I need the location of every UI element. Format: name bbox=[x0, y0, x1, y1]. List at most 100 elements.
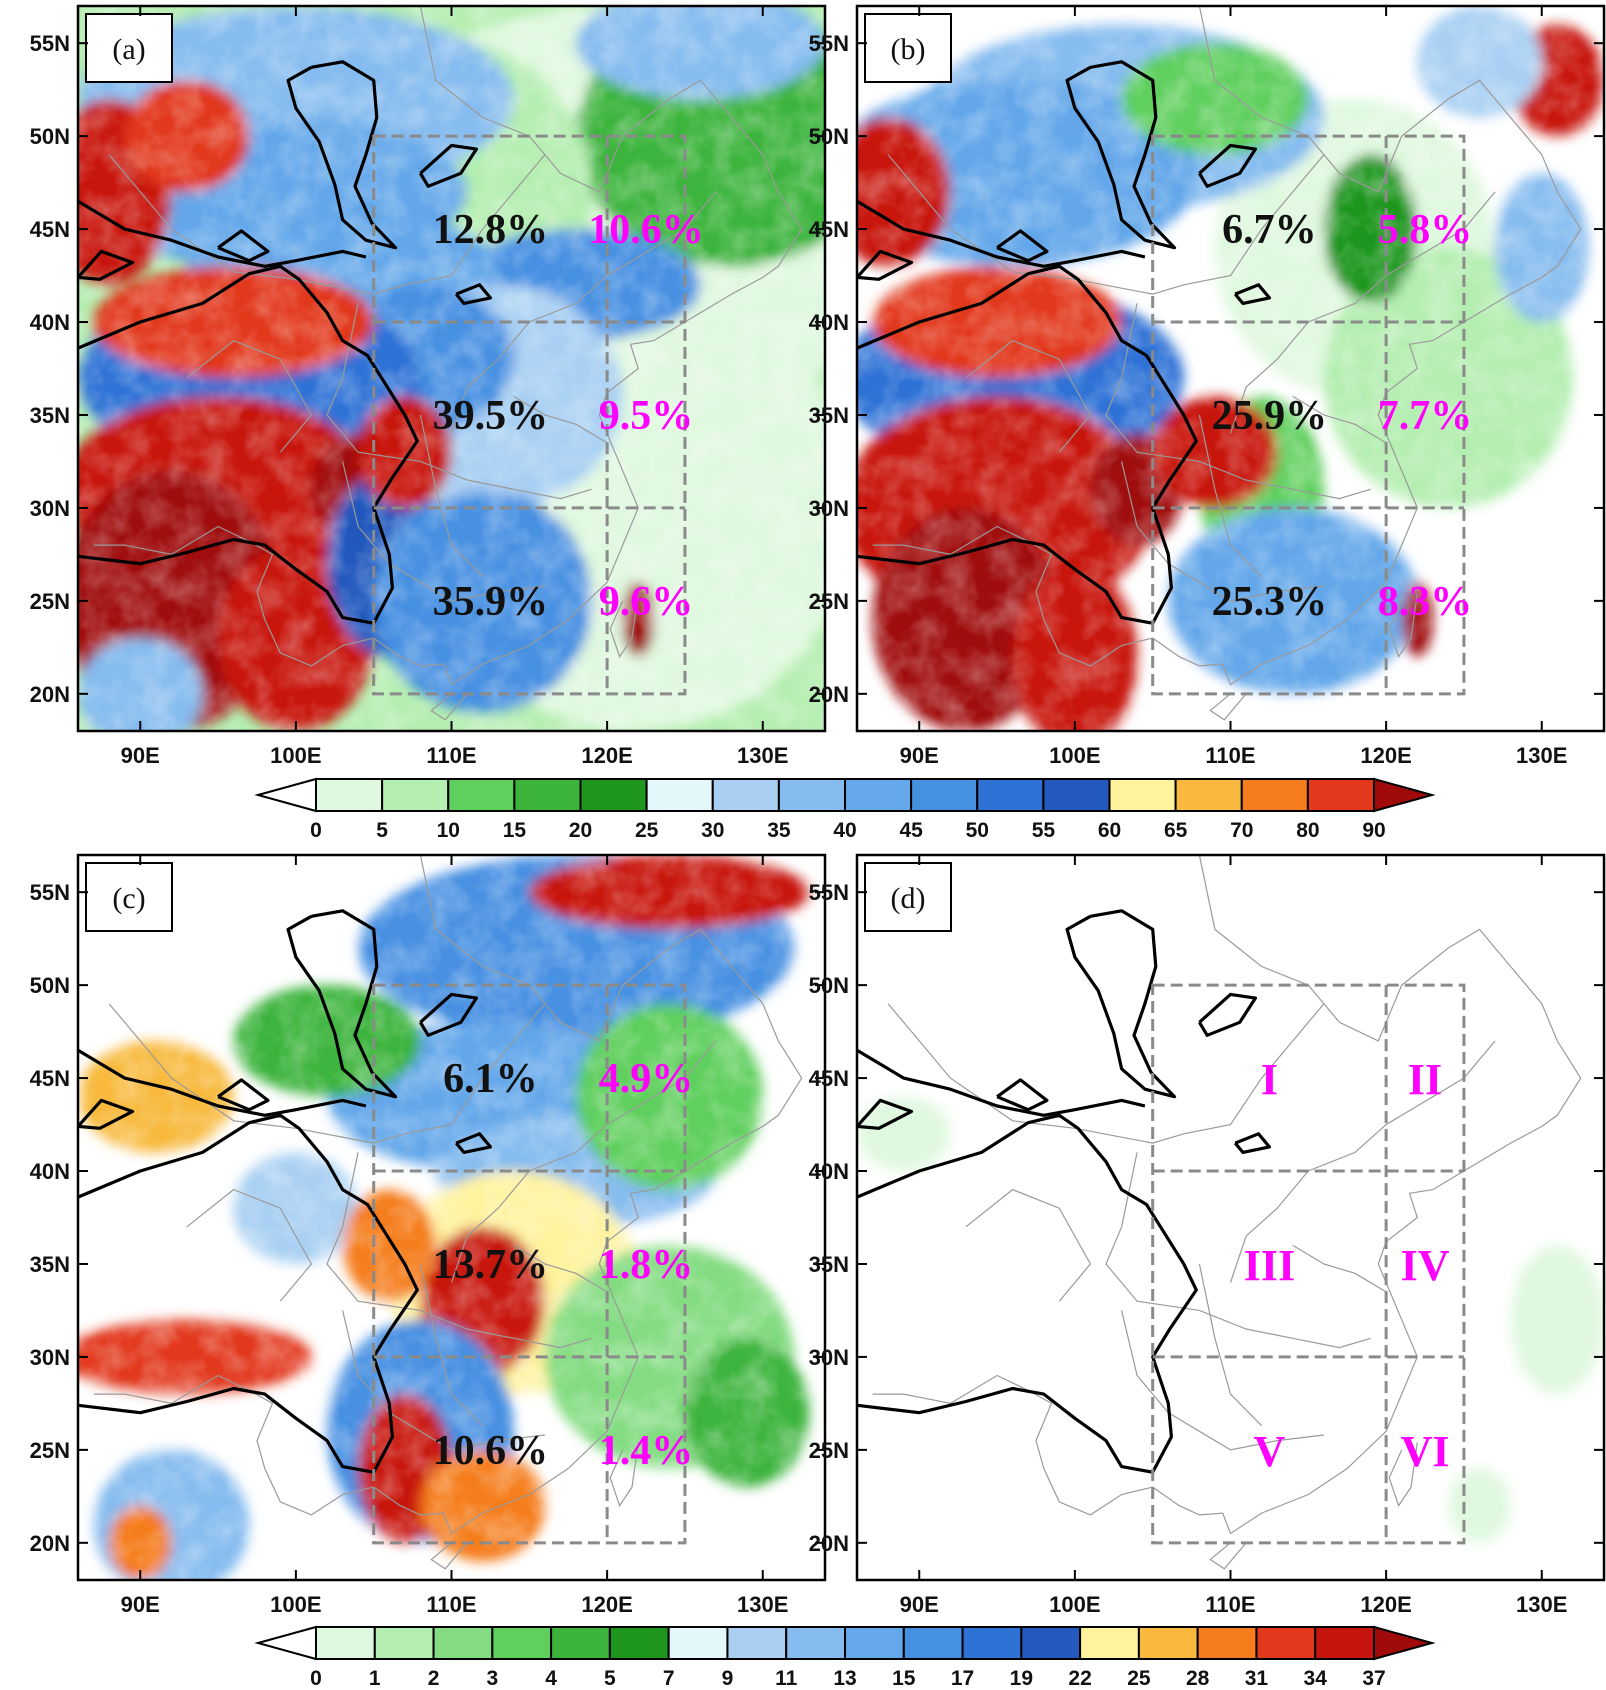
colorbar-label: 20 bbox=[569, 819, 592, 842]
colorbar-bin bbox=[1020, 1626, 1082, 1660]
share-coastal-region: 10.6% bbox=[588, 207, 704, 253]
colorbar-bin bbox=[976, 778, 1045, 812]
colorbar-min-arrow bbox=[254, 777, 317, 813]
colorbar-bin bbox=[844, 1626, 905, 1660]
lat-tick-label: 40N bbox=[809, 1159, 849, 1184]
share-main-region: 25.9% bbox=[1212, 393, 1328, 439]
colorbar-label: 34 bbox=[1304, 1667, 1328, 1690]
colorbar-bin bbox=[910, 778, 979, 812]
share-coastal-region: 9.6% bbox=[599, 579, 694, 625]
colorbar-label: 65 bbox=[1164, 819, 1188, 842]
terrain-contour bbox=[78, 60, 492, 625]
colorbar-bottom: 0 1 2 3 4 5 7 9 11 13 15 17 19 22 25 28 31 34 37 bbox=[254, 1625, 1436, 1690]
colorbar-label: 15 bbox=[503, 819, 527, 842]
colorbar-label: 13 bbox=[833, 1667, 856, 1690]
lat-tick-label: 20N bbox=[809, 1531, 849, 1556]
colorbar-bin bbox=[785, 1626, 847, 1660]
region-label: VI bbox=[1401, 1427, 1450, 1476]
colorbar-max-arrow bbox=[1373, 777, 1436, 813]
country-borders bbox=[93, 855, 803, 1570]
colorbar-bin bbox=[1137, 1626, 1199, 1660]
colorbar-label: 4 bbox=[545, 1667, 557, 1690]
field-patch bbox=[1448, 1468, 1511, 1543]
colorbar-label: 80 bbox=[1296, 819, 1319, 842]
region-boxes bbox=[1151, 983, 1466, 1545]
lon-tick-label: 90E bbox=[121, 1592, 160, 1617]
colorbar-bin bbox=[711, 778, 780, 812]
lat-tick-label: 30N bbox=[809, 496, 849, 521]
map-panel-b: 6.7% 5.8% 25.9% 7.7% 25.3% 8.3% (b) 55N 50N 45N 40… bbox=[809, 4, 1606, 768]
lat-tick-label: 25N bbox=[30, 589, 70, 614]
lat-tick-label: 50N bbox=[30, 124, 70, 149]
colorbar-label: 11 bbox=[775, 1667, 798, 1690]
lat-tick-label: 55N bbox=[30, 31, 70, 56]
lat-tick-label: 50N bbox=[809, 124, 849, 149]
share-coastal-region: 1.4% bbox=[599, 1428, 694, 1474]
panel-tag: (c) bbox=[112, 882, 145, 915]
colorbar-bin bbox=[315, 778, 384, 812]
axis-ticks: 55N 50N 45N 40N 35N 30N 25N 20N 90E 100E 110E 120E 1… bbox=[809, 855, 1604, 1617]
share-main-region: 6.7% bbox=[1222, 207, 1317, 253]
colorbar-label: 17 bbox=[951, 1667, 974, 1690]
lat-tick-label: 30N bbox=[30, 1345, 70, 1370]
lon-tick-label: 90E bbox=[121, 743, 160, 768]
colorbar-label: 25 bbox=[1127, 1667, 1151, 1690]
region-label: II bbox=[1408, 1055, 1442, 1104]
lat-tick-label: 55N bbox=[30, 880, 70, 905]
share-coastal-region: 7.7% bbox=[1378, 393, 1473, 439]
lat-tick-label: 40N bbox=[30, 1159, 70, 1184]
colorbar-label: 45 bbox=[899, 819, 923, 842]
lon-tick-label: 110E bbox=[1205, 743, 1255, 768]
region-boxes bbox=[1151, 134, 1466, 696]
colorbar-max-arrow bbox=[1373, 1625, 1436, 1661]
lat-tick-label: 35N bbox=[30, 403, 70, 428]
colorbar-label: 10 bbox=[437, 819, 460, 842]
colorbar-bin bbox=[513, 778, 582, 812]
lat-tick-label: 35N bbox=[809, 403, 849, 428]
lat-tick-label: 45N bbox=[30, 217, 70, 242]
colorbar-label: 0 bbox=[310, 1667, 322, 1690]
colorbar-bin bbox=[1306, 778, 1375, 812]
colorbar-bin bbox=[1255, 1626, 1317, 1660]
axis-ticks: 55N 50N 45N 40N 35N 30N 25N 20N 90E 100E 110E 120E 1… bbox=[809, 6, 1604, 768]
share-coastal-region: 8.3% bbox=[1378, 579, 1473, 625]
colorbar-bin bbox=[1042, 778, 1111, 812]
colorbar-label: 0 bbox=[310, 819, 322, 842]
lon-tick-label: 120E bbox=[581, 743, 632, 768]
colorbar-bin bbox=[381, 778, 450, 812]
colorbar-label: 31 bbox=[1245, 1667, 1269, 1690]
lat-tick-label: 30N bbox=[809, 1345, 849, 1370]
region-label: V bbox=[1254, 1427, 1286, 1476]
colorbar-label: 30 bbox=[701, 819, 724, 842]
colorbar-bin bbox=[1079, 1626, 1140, 1660]
share-main-region: 35.9% bbox=[433, 579, 549, 625]
colorbar-label: 19 bbox=[1010, 1667, 1033, 1690]
lat-tick-label: 55N bbox=[809, 31, 849, 56]
colorbar-bin bbox=[579, 778, 648, 812]
country-borders bbox=[872, 855, 1582, 1570]
colorbar-min-arrow bbox=[254, 1625, 317, 1661]
lon-tick-label: 100E bbox=[270, 743, 321, 768]
colorbar-label: 60 bbox=[1098, 819, 1121, 842]
lat-tick-label: 20N bbox=[809, 682, 849, 707]
colorbar-bin bbox=[447, 778, 516, 812]
lat-tick-label: 20N bbox=[30, 682, 70, 707]
share-main-region: 13.7% bbox=[433, 1242, 549, 1288]
colorbar-bin bbox=[550, 1626, 611, 1660]
panel-tag: (a) bbox=[112, 33, 145, 66]
colorbar-bin bbox=[645, 778, 714, 812]
lon-tick-label: 130E bbox=[737, 743, 788, 768]
lat-tick-label: 35N bbox=[30, 1252, 70, 1277]
lat-tick-label: 45N bbox=[30, 1066, 70, 1091]
lat-tick-label: 50N bbox=[809, 973, 849, 998]
lat-tick-label: 45N bbox=[809, 1066, 849, 1091]
colorbar-bin bbox=[777, 778, 846, 812]
colorbar-label: 7 bbox=[663, 1667, 675, 1690]
lon-tick-label: 130E bbox=[737, 1592, 788, 1617]
field-patch bbox=[857, 1096, 951, 1172]
colorbar-label: 50 bbox=[966, 819, 989, 842]
lon-tick-label: 100E bbox=[1049, 1592, 1100, 1617]
colorbar-bin bbox=[1174, 778, 1243, 812]
panel-tag: (d) bbox=[891, 882, 926, 915]
colorbar-label: 3 bbox=[486, 1667, 498, 1690]
